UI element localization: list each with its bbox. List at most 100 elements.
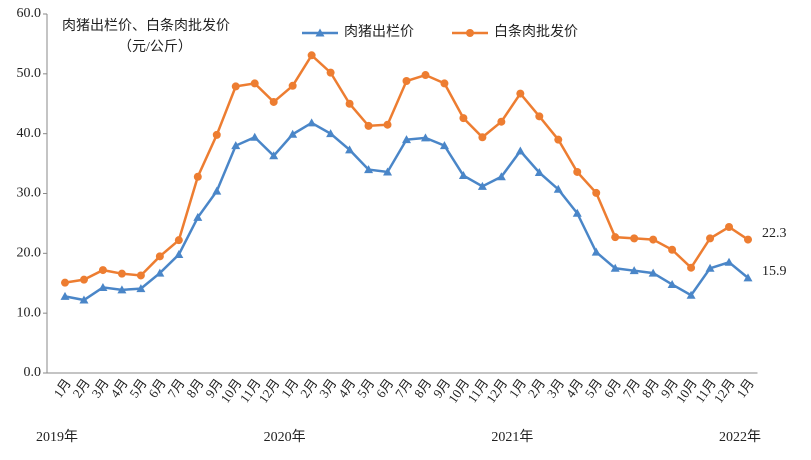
x-tick-label: 4月 xyxy=(107,376,130,401)
data-marker xyxy=(345,99,354,108)
data-marker xyxy=(117,285,127,294)
data-marker xyxy=(705,263,715,272)
data-marker xyxy=(117,269,126,278)
data-marker xyxy=(743,273,753,282)
data-marker xyxy=(326,68,335,77)
data-marker xyxy=(439,141,449,150)
data-marker xyxy=(629,266,639,275)
data-marker xyxy=(250,132,260,141)
data-marker xyxy=(269,151,279,160)
data-marker xyxy=(136,284,146,293)
data-marker xyxy=(649,235,658,244)
data-marker xyxy=(231,141,241,150)
x-tick-label: 1月 xyxy=(50,376,73,401)
data-marker xyxy=(724,257,734,266)
data-marker xyxy=(725,223,734,232)
data-marker xyxy=(61,278,69,287)
data-marker xyxy=(668,245,677,254)
data-marker xyxy=(477,181,487,190)
data-marker xyxy=(155,252,164,261)
legend-label: 肉猪出栏价 xyxy=(344,24,414,40)
data-marker xyxy=(364,165,374,174)
data-marker xyxy=(212,130,221,139)
data-marker xyxy=(402,77,411,86)
data-marker xyxy=(630,234,639,243)
data-marker xyxy=(402,135,411,144)
data-marker xyxy=(611,233,620,242)
data-marker xyxy=(288,129,298,138)
x-tick-label: 1月 xyxy=(278,376,301,401)
x-tick-label: 7月 xyxy=(164,376,187,401)
x-tick-label: 3月 xyxy=(544,376,567,401)
data-marker xyxy=(648,268,658,277)
data-marker xyxy=(687,263,696,272)
data-marker xyxy=(572,208,582,217)
data-marker xyxy=(155,268,165,277)
legend-marker xyxy=(315,28,325,37)
data-marker xyxy=(79,295,89,304)
data-marker xyxy=(554,135,563,144)
x-tick-label: 5月 xyxy=(582,376,605,401)
legend-label: 白条肉批发价 xyxy=(494,23,578,40)
series-line xyxy=(64,53,749,284)
data-marker xyxy=(307,51,316,60)
x-tick-label: 4月 xyxy=(335,376,358,401)
data-marker xyxy=(174,250,184,259)
data-marker xyxy=(364,121,373,130)
data-marker xyxy=(420,133,430,142)
series-line xyxy=(64,121,749,302)
x-tick-label: 5月 xyxy=(354,376,377,401)
x-tick-label: 6月 xyxy=(145,376,168,401)
y-tick-label: 40.0 xyxy=(17,126,42,141)
data-marker xyxy=(459,114,468,123)
chart-subtitle: （元/公斤） xyxy=(118,39,192,55)
data-marker xyxy=(440,79,449,88)
data-marker xyxy=(326,129,336,138)
y-tick-label: 20.0 xyxy=(17,246,42,261)
data-marker xyxy=(610,263,620,272)
data-marker xyxy=(706,234,715,243)
x-tick-label: 7月 xyxy=(392,376,415,401)
x-tick-label: 6月 xyxy=(373,376,396,401)
x-tick-label: 7月 xyxy=(620,376,643,401)
x-tick-label: 2月 xyxy=(69,376,92,401)
x-tick-label: 2月 xyxy=(525,376,548,401)
y-tick-label: 10.0 xyxy=(17,305,42,320)
data-label: 22.3 xyxy=(762,226,787,241)
data-marker xyxy=(60,291,70,300)
x-tick-label: 4月 xyxy=(563,376,586,401)
data-marker xyxy=(79,275,88,284)
y-tick-label: 60.0 xyxy=(17,6,42,21)
data-marker xyxy=(744,235,752,244)
data-marker xyxy=(478,133,487,142)
data-marker xyxy=(174,236,183,245)
legend-marker xyxy=(466,29,474,37)
data-marker xyxy=(458,171,468,180)
x-tick-label: 8月 xyxy=(639,376,662,401)
data-marker xyxy=(98,282,108,291)
chart-title: 肉猪出栏价、白条肉批发价 xyxy=(62,17,230,34)
data-marker xyxy=(686,290,696,299)
data-marker xyxy=(534,168,544,177)
data-marker xyxy=(193,172,202,181)
y-tick-label: 50.0 xyxy=(17,66,42,81)
year-label: 2021年 xyxy=(491,429,533,445)
data-marker xyxy=(553,184,563,193)
data-marker xyxy=(345,145,355,154)
x-tick-label: 8月 xyxy=(183,376,206,401)
data-marker xyxy=(667,279,677,288)
y-tick-label: 30.0 xyxy=(17,186,42,201)
data-marker xyxy=(421,71,430,80)
data-marker xyxy=(269,97,278,106)
x-tick-label: 8月 xyxy=(411,376,434,401)
data-marker xyxy=(592,188,601,197)
data-marker xyxy=(98,266,107,275)
y-tick-label: 0.0 xyxy=(24,365,42,380)
data-marker xyxy=(193,212,203,221)
data-marker xyxy=(212,186,222,195)
data-marker xyxy=(496,172,506,181)
data-marker xyxy=(383,120,392,129)
data-marker xyxy=(136,271,145,280)
data-marker xyxy=(383,167,393,176)
